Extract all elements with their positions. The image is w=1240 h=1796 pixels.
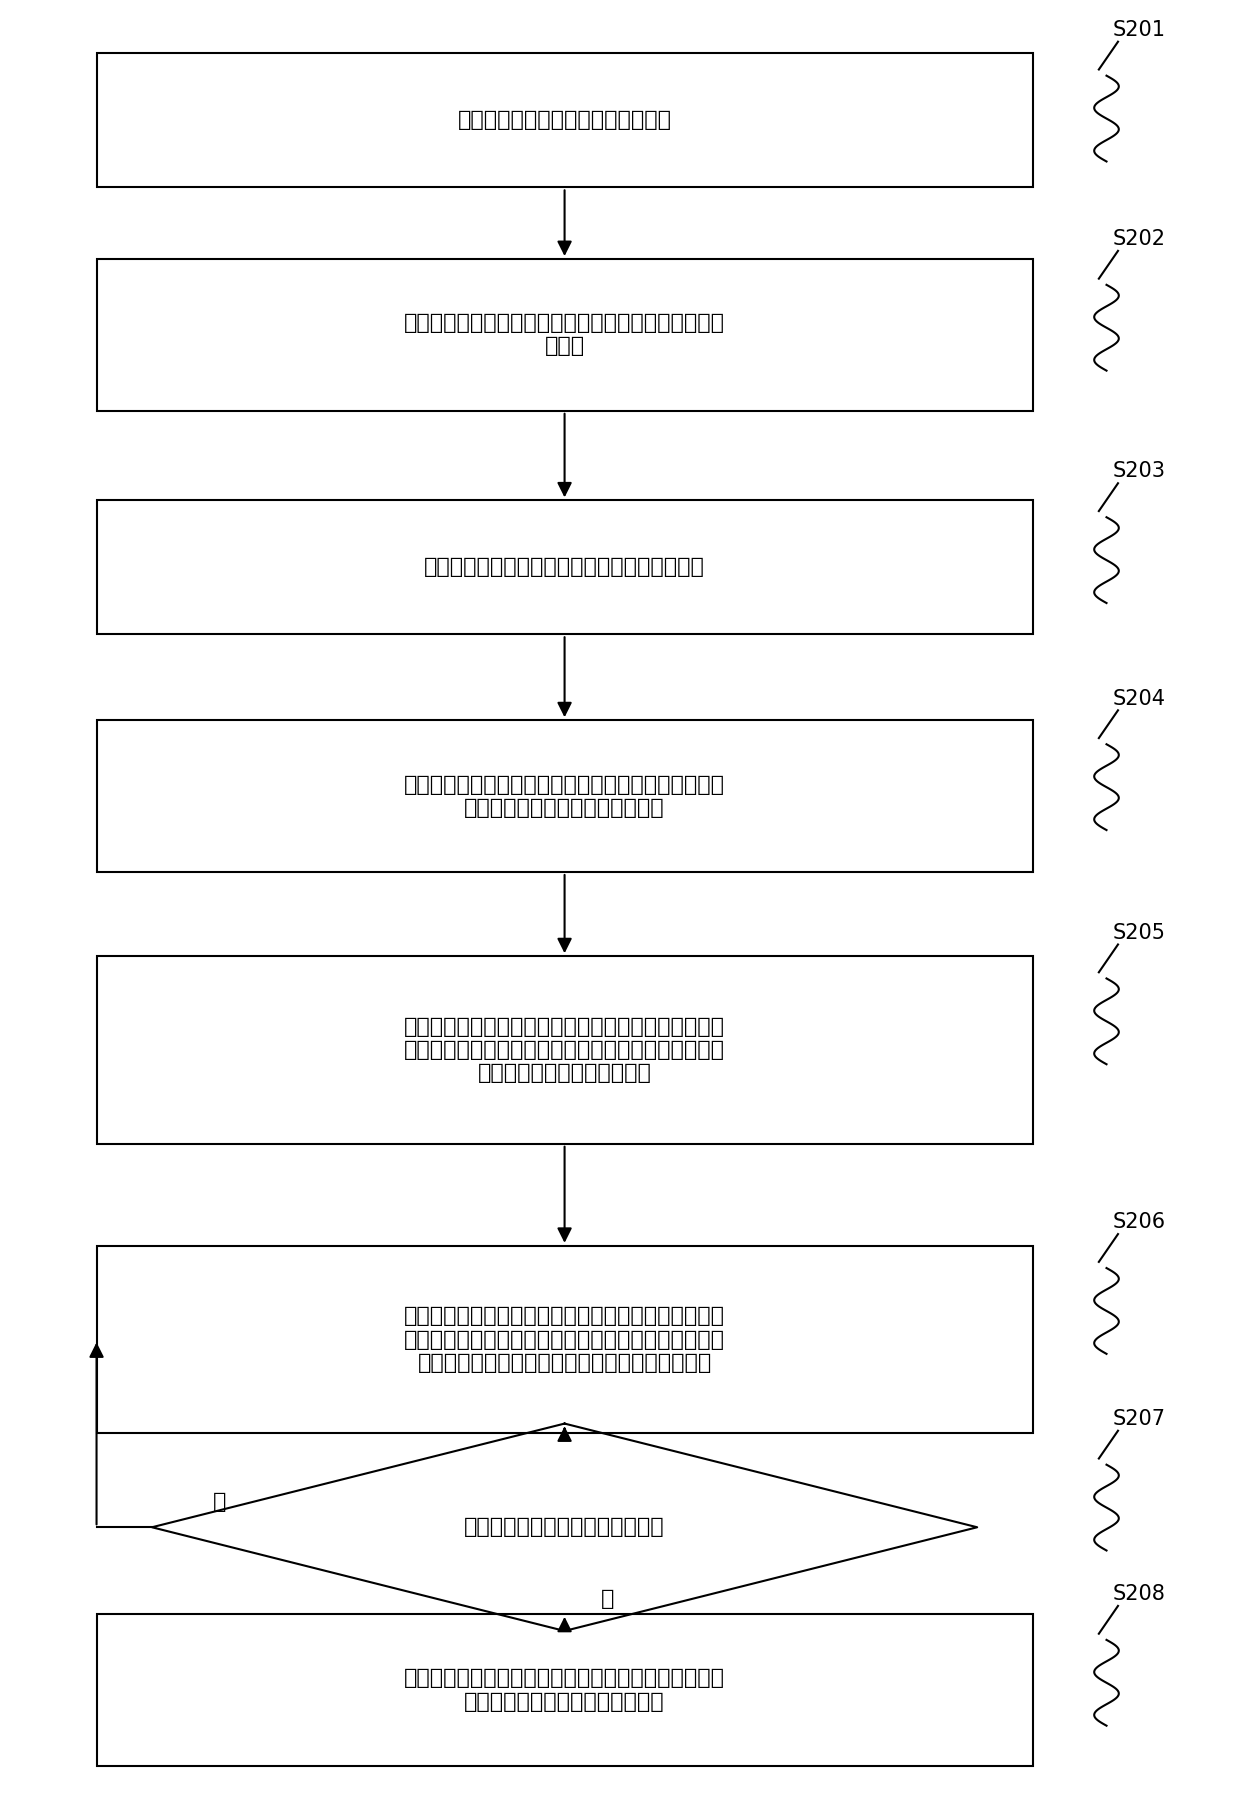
Text: 否: 否 [213, 1492, 227, 1512]
Bar [97, 259, 1033, 411]
Text: S201: S201 [1112, 20, 1166, 40]
Text: 在得到的时域图像中筛选出符合预设条件的图像: 在得到的时域图像中筛选出符合预设条件的图像 [424, 557, 706, 577]
Text: 对多个磁共振图像进行高通滤波处理: 对多个磁共振图像进行高通滤波处理 [458, 110, 672, 131]
Text: S208: S208 [1112, 1584, 1166, 1604]
Text: 基于所述目标图像和所述待分割图像的位置关系，依据
所述目标图像中感兴趣区域的位置对所述待分割的图像
进行图像分割，得到分割出感兴趣区域的目标图像: 基于所述目标图像和所述待分割图像的位置关系，依据 所述目标图像中感兴趣区域的位置… [404, 1306, 725, 1372]
Text: S205: S205 [1112, 923, 1166, 943]
Bar [97, 54, 1033, 187]
Text: S204: S204 [1112, 688, 1166, 708]
Text: 依据所述多个磁共振图像的位置信息以及所述目标图像
，对所述多个磁共振图像进行分割: 依据所述多个磁共振图像的位置信息以及所述目标图像 ，对所述多个磁共振图像进行分割 [404, 1668, 725, 1712]
Text: S207: S207 [1112, 1408, 1166, 1430]
Text: 对高通滤波后的磁共振图像进行反傅里叶变换，得到时
域图像: 对高通滤波后的磁共振图像进行反傅里叶变换，得到时 域图像 [404, 313, 725, 356]
Bar [97, 955, 1033, 1144]
Text: S206: S206 [1112, 1212, 1166, 1232]
Polygon shape [153, 1424, 977, 1631]
Text: 判断是否遍历了所有的磁共振图像: 判断是否遍历了所有的磁共振图像 [464, 1518, 665, 1537]
Bar [97, 501, 1033, 634]
Text: S203: S203 [1112, 462, 1166, 481]
Text: 依据目标图像的位置信息在多个磁共振图像中确定待分
割的图像；其中，待分割的图像为所述多个磁共振图像
中与所述目标图像相邻的图像: 依据目标图像的位置信息在多个磁共振图像中确定待分 割的图像；其中，待分割的图像为… [404, 1017, 725, 1083]
Text: 采用最佳阈值法对符合预设条件的图像进行图像分割，
得到分割出感兴趣区域的目标图像: 采用最佳阈值法对符合预设条件的图像进行图像分割， 得到分割出感兴趣区域的目标图像 [404, 774, 725, 817]
Bar [97, 1246, 1033, 1433]
Text: 是: 是 [601, 1589, 614, 1609]
Bar [97, 720, 1033, 873]
Text: S202: S202 [1112, 230, 1166, 250]
Bar [97, 1615, 1033, 1765]
